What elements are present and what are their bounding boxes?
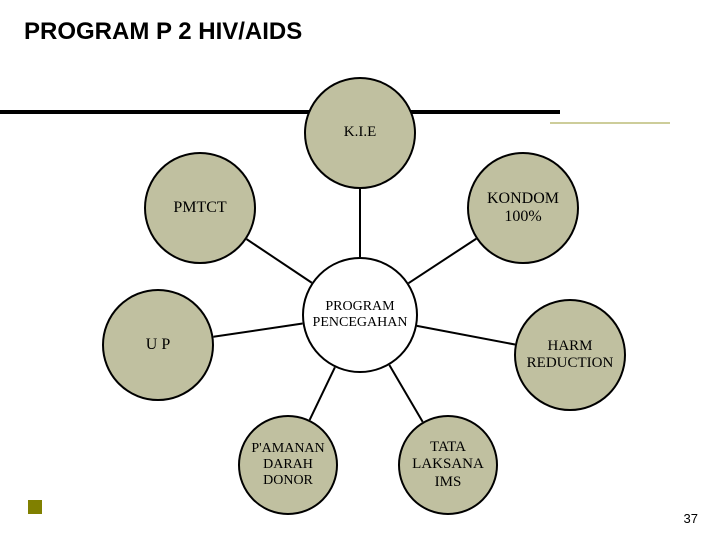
node-pmtct-label: PMTCT xyxy=(173,199,226,217)
page-title: PROGRAM P 2 HIV/AIDS xyxy=(24,18,302,46)
accent-square xyxy=(28,500,42,514)
center-node-label: PROGRAM PENCEGAHAN xyxy=(304,299,416,331)
node-kie-label: K.I.E xyxy=(344,124,377,141)
page-number: 37 xyxy=(684,511,698,526)
node-harm-label: HARMREDUCTION xyxy=(527,338,614,373)
node-harm: HARMREDUCTION xyxy=(514,299,626,411)
node-pmtct: PMTCT xyxy=(144,152,256,264)
node-ims-label: TATALAKSANAIMS xyxy=(412,439,484,491)
title-rule xyxy=(0,110,560,114)
node-donor: P'AMANANDARAHDONOR xyxy=(238,415,338,515)
node-up-label: U P xyxy=(146,336,170,354)
node-donor-label: P'AMANANDARAHDONOR xyxy=(251,441,324,489)
slide: { "title": "PROGRAM P 2 HIV/AIDS", "page… xyxy=(0,0,720,540)
node-up: U P xyxy=(102,289,214,401)
node-kie: K.I.E xyxy=(304,77,416,189)
center-node: PROGRAM PENCEGAHAN xyxy=(302,257,418,373)
node-kondom-label: KONDOM100% xyxy=(487,190,559,227)
node-ims: TATALAKSANAIMS xyxy=(398,415,498,515)
node-kondom: KONDOM100% xyxy=(467,152,579,264)
accent-line xyxy=(550,122,670,124)
